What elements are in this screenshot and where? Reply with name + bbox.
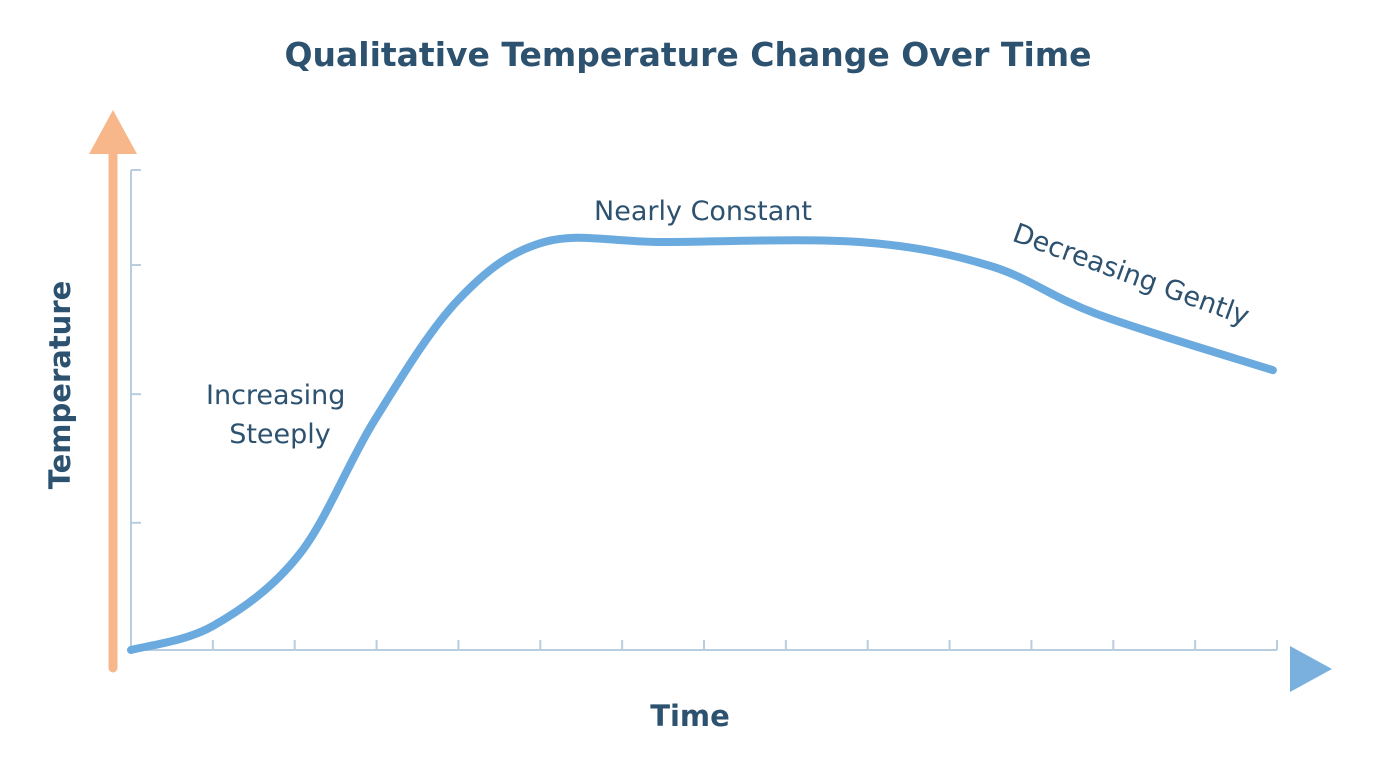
annotation-increasing: Increasing Steeply (206, 380, 354, 450)
y-axis-arrowhead (89, 110, 137, 154)
chart-title: Qualitative Temperature Change Over Time (284, 35, 1091, 74)
annotation-increasing-line1: Increasing (206, 380, 345, 411)
x-axis-label: Time (650, 699, 730, 733)
inner-axes (130, 169, 1278, 651)
annotation-decreasing: Decreasing Gently (1009, 218, 1254, 332)
x-axis-arrowhead (1290, 646, 1332, 692)
series-line (127, 233, 1277, 654)
y-axis-label: Temperature (43, 281, 77, 490)
annotation-constant: Nearly Constant (594, 196, 812, 227)
annotation-increasing-line2: Steeply (229, 419, 331, 450)
